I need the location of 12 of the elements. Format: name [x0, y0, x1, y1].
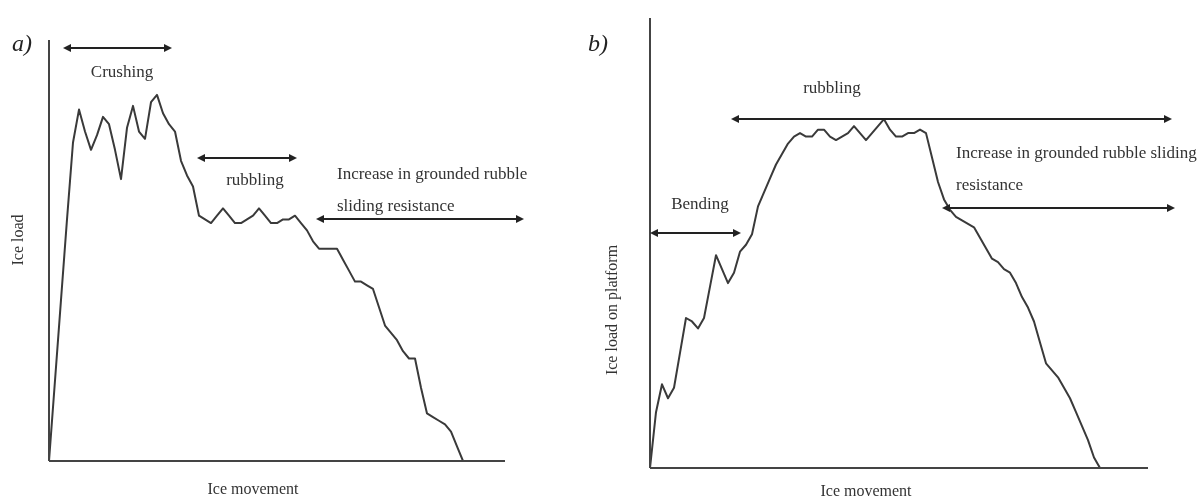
x-axis-title: Ice movement	[206, 480, 300, 498]
text: rubbling	[802, 77, 862, 99]
x-axis-title: Ice movement	[819, 482, 913, 500]
chart-title: b)	[588, 30, 608, 56]
y-axis-title: Ice load on platform	[602, 243, 622, 378]
y-axis-title: Ice load	[8, 213, 27, 268]
annotation: Increase in grounded rubble sliding resistance	[337, 163, 529, 217]
annotation: rubbling	[225, 169, 285, 191]
annotation: Bending	[670, 193, 730, 215]
annotation: Increase in grounded rubble sliding resistance	[956, 142, 1198, 196]
text: Crushing	[89, 61, 155, 83]
chart-title: a)	[12, 30, 32, 56]
